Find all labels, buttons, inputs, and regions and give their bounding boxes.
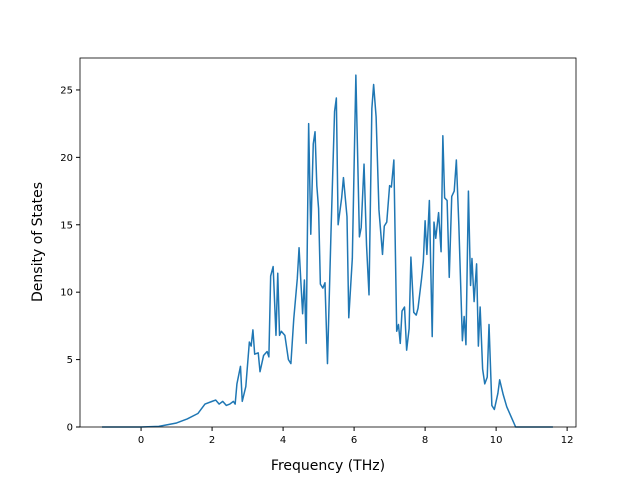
line-series: [102, 74, 553, 428]
x-tick-label: 8: [422, 435, 428, 446]
y-tick-label: 10: [60, 288, 73, 299]
y-axis-label: Density of States: [30, 182, 46, 302]
x-tick-label: 10: [490, 435, 503, 446]
y-tick-label: 20: [60, 153, 73, 164]
y-tick-label: 0: [67, 423, 73, 434]
plot-frame: [79, 57, 577, 428]
y-tick-label: 25: [60, 85, 73, 96]
x-tick-label: 6: [351, 435, 357, 446]
x-axis-label: Frequency (THz): [271, 458, 385, 474]
x-tick-label: 4: [280, 435, 286, 446]
y-tick-label: 15: [60, 220, 73, 231]
x-tick-label: 0: [138, 435, 144, 446]
x-tick-label: 2: [209, 435, 215, 446]
y-tick-label: 5: [67, 355, 73, 366]
x-tick-label: 12: [561, 435, 574, 446]
